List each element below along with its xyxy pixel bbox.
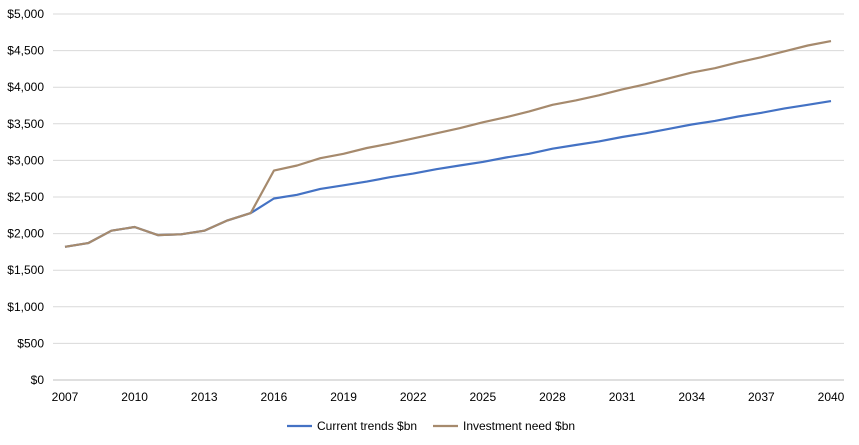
y-tick-label: $5,000	[7, 7, 44, 21]
x-tick-label: 2007	[52, 390, 79, 404]
x-tick-label: 2037	[748, 390, 775, 404]
x-tick-label: 2010	[121, 390, 148, 404]
y-tick-label: $2,500	[7, 190, 44, 204]
x-tick-label: 2025	[469, 390, 496, 404]
y-tick-label: $2,000	[7, 227, 44, 241]
y-tick-label: $3,000	[7, 153, 44, 167]
y-tick-label: $4,000	[7, 80, 44, 94]
x-tick-label: 2022	[400, 390, 427, 404]
y-tick-label: $0	[31, 373, 45, 387]
y-tick-label: $4,500	[7, 44, 44, 58]
x-tick-label: 2013	[191, 390, 218, 404]
gridlines	[53, 13, 844, 344]
x-tick-label: 2016	[261, 390, 288, 404]
x-axis-tick-labels: 2007 2010 2013 2016 2019 2022 2025 2028 2031 2034…	[52, 390, 845, 404]
legend: Current trends $bn Investment need $bn	[287, 419, 575, 433]
y-tick-label: $3,500	[7, 117, 44, 131]
x-tick-label: 2019	[330, 390, 357, 404]
y-axis-tick-labels: $0 $500 $1,000 $1,500 $2,000 $2,500 $3,000 $3,5…	[7, 7, 44, 387]
legend-label-current-trends: Current trends $bn	[317, 419, 417, 433]
series-line-current-trends	[64, 100, 832, 248]
x-tick-label: 2034	[678, 390, 705, 404]
y-tick-label: $500	[17, 336, 44, 350]
x-tick-label: 2028	[539, 390, 566, 404]
y-tick-label: $1,500	[7, 263, 44, 277]
legend-label-investment-need: Investment need $bn	[463, 419, 575, 433]
x-tick-label: 2040	[818, 390, 845, 404]
y-tick-label: $1,000	[7, 300, 44, 314]
series-line-investment-need	[64, 40, 832, 248]
x-tick-label: 2031	[609, 390, 636, 404]
series-lines	[64, 40, 832, 248]
